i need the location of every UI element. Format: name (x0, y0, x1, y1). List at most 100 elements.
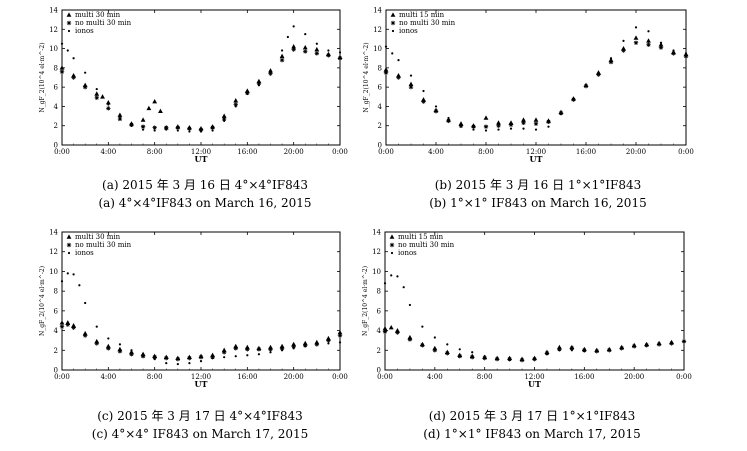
legend-label: ionos (75, 27, 94, 35)
data-point (471, 351, 474, 354)
caption-b: (b) 2015 年 3 月 16 日 1°×1°IF843 (b) 1°×1°… (368, 176, 708, 212)
data-point (304, 345, 307, 348)
data-point (141, 353, 145, 356)
legend-marker (67, 29, 71, 33)
data-point (584, 85, 588, 88)
x-tick-label: 12:00 (526, 148, 546, 156)
data-point (286, 35, 289, 39)
legend-label: no multi 30 min (399, 19, 456, 27)
data-point (118, 115, 122, 119)
data-point (72, 273, 75, 276)
data-point (292, 25, 295, 28)
y-axis-label: N_gF_2(10^4 el·m^-2) (363, 42, 370, 112)
y-tick-label: 8 (54, 288, 58, 296)
data-point (146, 105, 152, 111)
data-point (522, 127, 525, 130)
data-point (105, 99, 111, 105)
y-tick-label: 6 (377, 307, 382, 315)
data-point (257, 353, 261, 356)
data-point (60, 280, 64, 283)
x-tick-label: 12:00 (191, 148, 211, 156)
series-0 (383, 35, 689, 128)
data-point (279, 57, 285, 63)
data-point (65, 322, 70, 327)
data-point (572, 98, 575, 101)
data-point (221, 113, 227, 118)
x-tick-label: 16:00 (237, 148, 257, 156)
data-point (246, 354, 249, 357)
data-point (337, 329, 343, 335)
data-point (657, 342, 661, 345)
x-axis-label: UT (528, 379, 541, 389)
data-point (153, 358, 156, 361)
x-tick-label: 4:00 (100, 148, 116, 156)
x-tick-label: 0:00 (676, 373, 692, 381)
legend-label: multi 30 min (75, 11, 121, 19)
data-point (383, 67, 389, 72)
caption-d: (d) 2015 年 3 月 17 日 1°×1°IF843 (d) 1°×1°… (362, 407, 702, 443)
x-tick-label: 8:00 (478, 148, 494, 156)
legend-label: multi 30 min (75, 233, 121, 241)
data-point (338, 51, 342, 54)
chart-panel-b: 0 2 4 6 8 10 12 14 0:00 4:00 8:00 12:00 16:00 20:00 0:… (363, 0, 747, 170)
data-point (233, 98, 239, 103)
x-tick-label: 0:00 (332, 373, 348, 381)
legend-label: no multi 30 min (75, 241, 132, 249)
chart-panel-a: 0 2 4 6 8 10 12 14 0:00 4:00 8:00 12:00 16:00 20:00 0:… (0, 0, 373, 170)
data-point (326, 338, 331, 343)
data-point (569, 346, 575, 351)
data-point (433, 109, 439, 114)
data-point (670, 341, 673, 344)
data-point (521, 120, 526, 126)
data-point (117, 349, 123, 354)
data-point (59, 324, 65, 329)
data-point (130, 124, 133, 127)
data-point (472, 128, 475, 131)
data-point (570, 349, 573, 352)
data-point (521, 117, 526, 122)
plot-frame (61, 231, 341, 371)
x-tick-label: 12:00 (191, 373, 211, 381)
data-point (402, 286, 405, 289)
legend-marker (391, 29, 395, 33)
data-point (658, 45, 664, 50)
data-point (95, 325, 98, 328)
data-point (408, 84, 414, 90)
data-point (395, 330, 400, 335)
data-point (164, 125, 169, 130)
data-point (609, 57, 613, 60)
data-point (409, 74, 413, 77)
caption-d-english: (d) 1°×1° IF843 on March 17, 2015 (423, 427, 641, 441)
series-1 (59, 322, 343, 362)
x-tick-label: 20:00 (626, 148, 646, 156)
x-tick-label: 16:00 (574, 373, 594, 381)
data-point (221, 350, 227, 355)
data-point (421, 99, 426, 104)
y-tick-label: 0 (378, 142, 382, 150)
data-point (303, 49, 308, 54)
y-tick-label: 8 (54, 64, 58, 72)
x-tick-label: 8:00 (147, 148, 163, 156)
data-point (158, 108, 163, 114)
data-point (382, 329, 388, 334)
data-point (496, 123, 501, 128)
plot-frame (384, 231, 685, 371)
data-point (596, 72, 601, 77)
data-point (211, 357, 214, 360)
y-tick-label: 6 (54, 84, 59, 92)
legend-marker (66, 12, 72, 17)
data-point (483, 115, 489, 120)
data-point (107, 337, 110, 340)
data-point (198, 127, 204, 132)
legend-label: multi 15 min (399, 11, 445, 19)
data-point (84, 301, 87, 305)
data-point (496, 358, 499, 361)
data-point (546, 119, 551, 125)
y-tick-label: 14 (372, 229, 381, 237)
data-point (211, 129, 214, 132)
series-1 (382, 329, 687, 363)
y-tick-label: 4 (377, 327, 382, 335)
data-point (140, 124, 146, 129)
chart-d-svg: 0 2 4 6 8 10 12 14 0:00 4:00 8:00 12:00 16:00 20:00 0:… (362, 229, 692, 390)
